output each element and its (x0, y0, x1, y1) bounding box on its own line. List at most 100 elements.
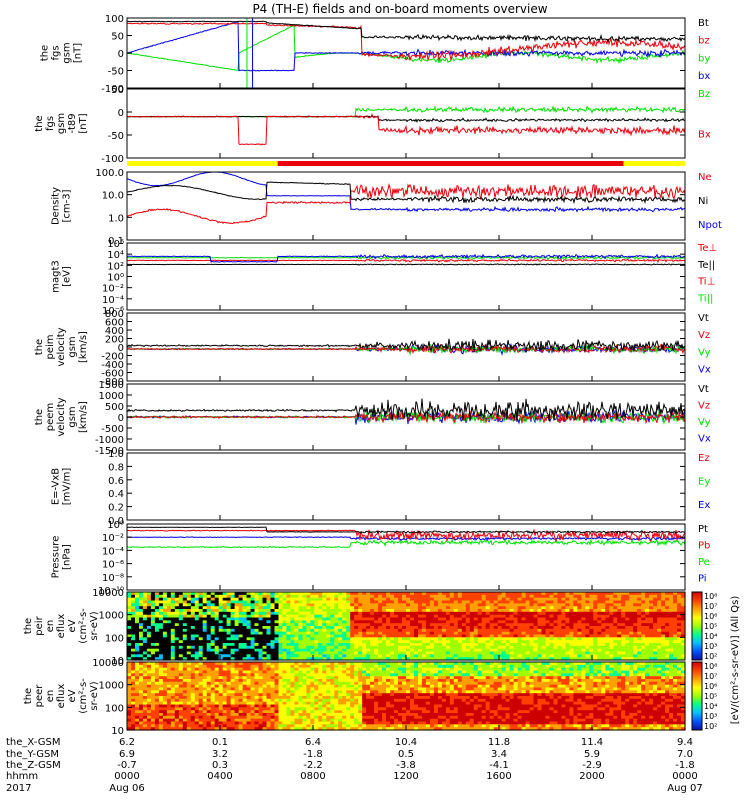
heatmap-cell (362, 687, 367, 691)
heatmap-cell (346, 704, 351, 708)
heatmap-cell (394, 657, 399, 661)
heatmap-cell (190, 651, 196, 655)
heatmap-cell (194, 676, 200, 680)
heatmap-cell (270, 654, 276, 658)
heatmap-cell (358, 701, 363, 706)
heatmap-cell (238, 673, 244, 677)
heatmap-cell (366, 654, 371, 658)
heatmap-cell (382, 667, 387, 672)
heatmap-cell (477, 614, 483, 619)
heatmap-cell (250, 634, 256, 638)
heatmap-cell (230, 707, 236, 711)
heatmap-cell (154, 631, 160, 636)
heatmap-cell (142, 628, 148, 633)
heatmap-cell (310, 718, 315, 723)
heatmap-cell (425, 617, 431, 621)
heatmap-cell (601, 594, 606, 599)
heatmap-cell (374, 645, 379, 650)
heatmap-cell (577, 657, 582, 661)
heatmap-cell (378, 614, 383, 619)
heatmap-cell (238, 724, 244, 728)
heatmap-cell (529, 628, 535, 633)
heatmap-cell (226, 640, 232, 644)
heatmap-cell (206, 617, 212, 621)
heatmap-cell (178, 634, 184, 638)
heatmap-cell (565, 594, 570, 599)
heatmap-cell (429, 634, 435, 638)
heatmap-cell (254, 721, 260, 725)
heatmap-cell (374, 724, 379, 728)
heatmap-cell (314, 721, 319, 725)
heatmap-cell (593, 614, 598, 619)
heatmap-cell (362, 679, 367, 683)
heatmap-cell (585, 640, 590, 644)
heatmap-cell (681, 620, 686, 624)
heatmap-cell (178, 645, 184, 650)
heatmap-cell (346, 664, 351, 669)
heatmap-cell (485, 657, 491, 661)
heatmap-cell (537, 609, 543, 613)
heatmap-cell (382, 715, 387, 720)
heatmap-cell (290, 603, 295, 607)
heatmap-cell (262, 721, 268, 725)
heatmap-cell (250, 698, 256, 703)
heatmap-cell (206, 623, 212, 627)
heatmap-cell (158, 667, 164, 672)
heatmap-cell (669, 637, 674, 641)
heatmap-cell (142, 698, 148, 703)
heatmap-cell (254, 620, 260, 624)
heatmap-cell (250, 603, 256, 607)
heatmap-cell (338, 617, 343, 621)
heatmap-cell (218, 631, 224, 636)
heatmap-cell (178, 718, 184, 723)
heatmap-cell (242, 600, 248, 604)
heatmap-cell (665, 592, 670, 596)
heatmap-cell (326, 628, 331, 633)
heatmap-cell (322, 611, 327, 616)
heatmap-cell (166, 662, 172, 666)
heatmap-cell (170, 606, 176, 610)
heatmap-cell (294, 704, 299, 708)
heatmap-cell (226, 721, 232, 725)
heatmap-cell (250, 640, 256, 644)
heatmap-cell (561, 606, 566, 610)
heatmap-cell (135, 654, 140, 658)
heatmap-cell (326, 684, 331, 689)
heatmap-cell (210, 718, 216, 723)
heatmap-cell (278, 592, 284, 596)
heatmap-cell (485, 620, 491, 624)
heatmap-cell (139, 606, 144, 610)
heatmap-cell (477, 634, 483, 638)
heatmap-cell (282, 643, 287, 647)
heatmap-cell (254, 640, 260, 644)
heatmap-cell (198, 681, 204, 686)
heatmap-cell (210, 693, 216, 697)
heatmap-cell (146, 690, 152, 694)
heatmap-cell (234, 592, 240, 596)
heatmap-cell (242, 648, 248, 653)
heatmap-cell (445, 643, 451, 647)
heatmap-cell (282, 628, 287, 633)
heatmap-cell (154, 657, 160, 661)
heatmap-cell (274, 620, 280, 624)
heatmap-cell (178, 687, 184, 691)
heatmap-cell (334, 662, 339, 666)
plot-title: P4 (TH-E) fields and on-board moments ov… (252, 2, 547, 16)
heatmap-cell (609, 592, 614, 596)
heatmap-cell (445, 594, 451, 599)
heatmap-cell (286, 597, 291, 602)
heatmap-cell (525, 634, 531, 638)
heatmap-cell (298, 600, 303, 604)
heatmap-cell (290, 611, 295, 616)
heatmap-cell (557, 643, 563, 647)
heatmap-cell (481, 623, 487, 627)
heatmap-cell (390, 684, 395, 689)
heatmap-cell (525, 600, 531, 604)
heatmap-cell (653, 597, 658, 602)
heatmap-cell (414, 606, 419, 610)
heatmap-cell (314, 667, 319, 672)
heatmap-cell (378, 673, 383, 677)
heatmap-cell (286, 643, 291, 647)
heatmap-cell (394, 628, 399, 633)
heatmap-cell (210, 594, 216, 599)
